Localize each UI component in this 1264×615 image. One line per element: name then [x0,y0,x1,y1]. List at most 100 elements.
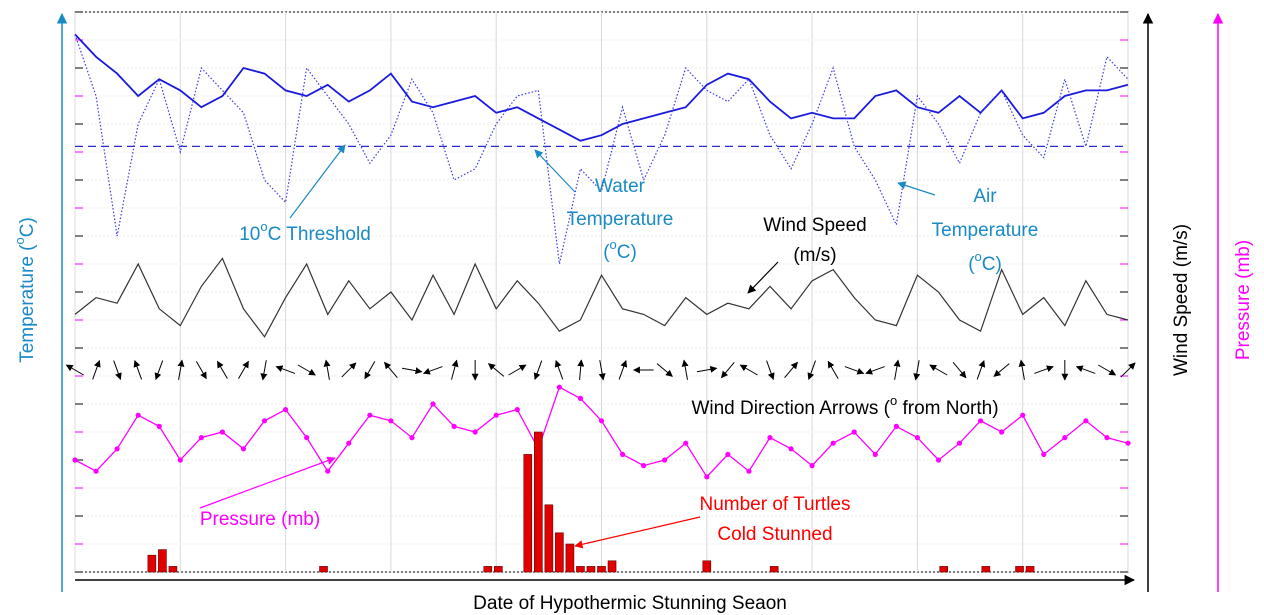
wind-direction-arrow [893,359,901,380]
pressure-marker [493,412,499,418]
superscript: o [975,249,982,264]
pressure-marker [472,429,478,435]
pressure-marker [514,407,520,413]
wind-direction-arrow [384,361,398,378]
pressure-marker [1041,451,1047,457]
turtle-bar [607,560,617,573]
wind-direction-arrow [807,360,816,381]
pressure-marker [914,435,921,441]
turtle-bar [1025,566,1035,573]
pressure-marker [261,418,268,424]
annotation: Air [973,186,997,207]
pressure-marker [683,440,689,446]
pressure-marker [135,412,141,418]
water-temperature-line [74,33,1129,142]
pressure-marker [767,435,773,441]
pressure-marker [809,463,815,469]
pressure-marker [325,468,331,474]
wind-direction-arrow [598,360,606,381]
superscript: o [890,393,897,408]
text-part: C) [982,254,1002,275]
wind-direction-arrow [577,359,585,381]
superscript: o [260,219,267,234]
pressure-marker [556,384,562,390]
wind-direction-arrow [154,360,164,381]
annotation-arrow [574,516,701,549]
wind-direction-arrow [65,364,84,376]
wind-direction-arrow [681,359,689,380]
pressure-marker [1125,440,1131,446]
text-part: from North) [897,398,998,419]
y3-axis-label: Pressure (mb) [1233,240,1254,360]
turtle-bar [168,566,178,573]
turtle-bar [576,566,585,573]
pressure-marker [577,395,584,401]
wind-direction-arrow [952,362,967,379]
wind-direction-arrow [341,362,357,378]
pressure-marker [388,418,394,424]
pressure-marker [409,435,415,441]
pressure-marker [956,440,963,446]
wind-direction-arrow [1098,364,1117,376]
text-part: Pressure (mb) [200,509,320,530]
text-part: ( [968,254,975,275]
wind-direction-arrow [976,359,986,380]
wind-direction-arrow [1018,359,1026,380]
turtle-bar [597,566,606,573]
text-part: (m/s) [793,245,836,266]
pressure-marker [977,418,984,424]
wind-direction-arrow [508,364,527,376]
wind-direction-arrow [618,359,628,380]
wind-direction-arrow [865,366,885,375]
pressure-marker [304,435,310,441]
annotation: Cold Stunned [717,524,832,545]
wind-direction-arrow [195,361,207,380]
wind-direction-arrow [929,364,948,376]
wind-direction-arrow [844,366,865,375]
wind-direction-arrow [827,360,839,379]
wind-direction-arrow [720,362,735,379]
annotation: (oC) [603,237,637,263]
wind-direction-arrow [913,360,921,381]
turtle-bar [702,560,712,573]
wind-direction-arrow [766,360,775,381]
turtle-bar [523,454,533,573]
text-part: C Threshold [268,224,371,245]
annotation: Temperature [567,209,674,230]
wind-direction-arrow [177,359,185,380]
turtle-bar [544,504,554,573]
wind-direction-arrow [1034,365,1054,374]
annotation: (m/s) [793,245,836,266]
text-part: Number of Turtles [700,494,851,515]
text-part: Wind Direction Arrows ( [691,398,890,419]
annotation-arrow [747,261,779,294]
wind-direction-arrow [275,365,296,374]
wind-direction-arrow [656,363,673,377]
pressure-marker [641,463,647,469]
pressure-marker [662,457,668,463]
x-axis-label: Date of Hypothermic Stunning Seaon [473,593,787,614]
y-axis-label: Temperature (oC) [12,217,38,363]
pressure-marker [177,457,183,463]
turtle-bar [565,543,575,573]
wind-direction-arrow [260,360,268,381]
wind-direction-arrow [364,361,376,380]
wind-direction-arrow [238,360,249,379]
wind-direction-arrow [113,360,122,381]
wind-direction-arrow [422,366,443,375]
pressure-marker [72,457,78,463]
turtle-bar [769,566,779,573]
pressure-marker [367,412,373,418]
wind-direction-arrow [402,367,423,375]
wind-direction-arrow [323,359,331,380]
pressure-marker [704,474,710,480]
pressure-marker [1083,418,1089,424]
pressure-marker [851,429,857,435]
text-part: Cold Stunned [717,524,832,545]
turtle-bar [534,431,543,573]
pressure-marker [788,446,794,452]
wind-direction-arrow [1120,362,1136,378]
wind-direction-arrow [216,360,228,379]
turtle-bar [939,566,949,573]
